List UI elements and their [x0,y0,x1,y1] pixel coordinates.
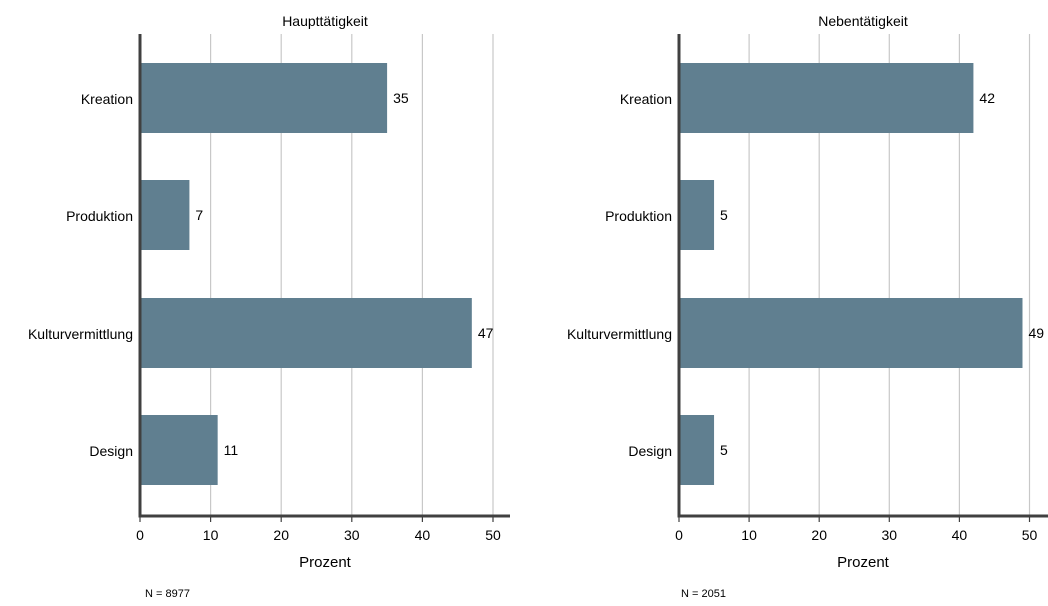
bar-produktion [140,180,190,250]
bar-produktion [679,180,715,250]
x-tick-label: 30 [344,527,360,543]
x-axis-title: Prozent [837,554,890,571]
sample-size-note: N = 2051 [681,588,726,600]
bar-value-label: 35 [393,90,409,106]
bar-value-label: 49 [1028,325,1044,341]
category-label: Kreation [620,91,672,107]
category-label: Kulturvermittlung [28,326,133,342]
bar-value-label: 5 [720,442,728,458]
x-tick-label: 40 [415,527,431,543]
bar-value-label: 11 [224,442,239,458]
sample-size-note: N = 8977 [145,588,190,600]
chart-panel-2: 42 Kreation 5 Produktion 49 Kulturvermittlung… [567,13,1048,600]
bar-value-label: 42 [979,90,995,106]
category-label: Kulturvermittlung [567,326,672,342]
category-label: Produktion [605,208,672,224]
bar-kulturvermittlung [679,298,1023,368]
bar-kreation [140,63,388,133]
x-tick-label: 0 [136,527,144,543]
bar-kreation [679,63,974,133]
x-tick-label: 50 [1022,527,1038,543]
bar-value-label: 5 [720,207,728,223]
bar-design [679,415,715,485]
bar-kulturvermittlung [140,298,472,368]
x-tick-label: 10 [741,527,757,543]
category-label: Produktion [66,208,133,224]
x-tick-label: 50 [485,527,501,543]
x-tick-label: 30 [882,527,898,543]
category-label: Kreation [81,91,133,107]
panel-title: Nebentätigkeit [818,13,908,29]
category-label: Design [628,443,672,459]
bar-value-label: 47 [478,325,494,341]
panel-title: Haupttätigkeit [282,13,368,29]
bar-value-label: 7 [195,207,203,223]
x-axis-title: Prozent [299,554,352,571]
bar-design [140,415,218,485]
x-tick-label: 0 [675,527,683,543]
x-tick-label: 20 [811,527,827,543]
x-tick-label: 40 [952,527,968,543]
chart-panel-1: 35 Kreation 7 Produktion 47 Kulturvermittlung… [28,13,510,600]
x-tick-label: 10 [203,527,219,543]
category-label: Design [89,443,133,459]
x-tick-label: 20 [273,527,289,543]
